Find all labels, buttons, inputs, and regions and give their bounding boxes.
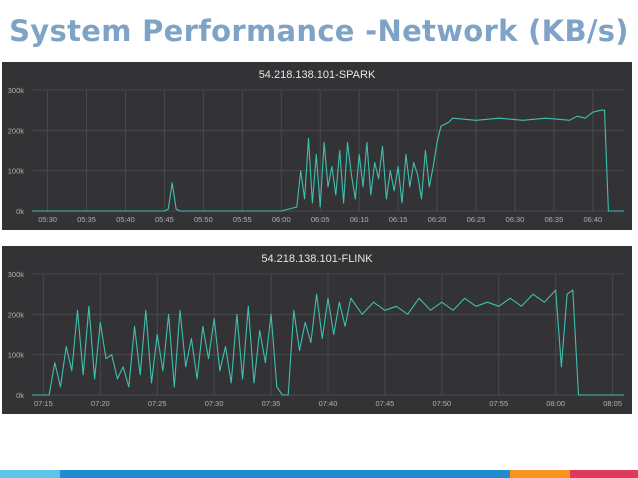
x-tick-label: 06:00 bbox=[272, 215, 291, 224]
x-tick-label: 05:30 bbox=[38, 215, 57, 224]
x-tick-label: 06:40 bbox=[583, 215, 602, 224]
x-tick-label: 06:05 bbox=[311, 215, 330, 224]
x-tick-label: 07:25 bbox=[148, 399, 167, 408]
x-tick-label: 06:35 bbox=[545, 215, 564, 224]
y-tick-label: 200k bbox=[8, 310, 25, 319]
x-tick-label: 08:05 bbox=[603, 399, 622, 408]
x-tick-label: 07:55 bbox=[489, 399, 508, 408]
footer-segment bbox=[510, 470, 570, 478]
x-tick-label: 06:20 bbox=[428, 215, 447, 224]
chart-title: 54.218.138.101-FLINK bbox=[261, 253, 373, 265]
network-throughput-line bbox=[32, 289, 624, 396]
x-tick-label: 06:25 bbox=[467, 215, 486, 224]
y-tick-label: 300k bbox=[8, 270, 25, 279]
x-tick-label: 05:50 bbox=[194, 215, 213, 224]
footer-segment bbox=[570, 470, 638, 478]
x-tick-label: 07:50 bbox=[432, 399, 451, 408]
network-throughput-line bbox=[32, 109, 624, 212]
spark-chart-panel: 54.218.138.101-SPARK 0k 100k 200k 300k 05:30 0… bbox=[2, 62, 632, 230]
x-tick-label: 05:55 bbox=[233, 215, 252, 224]
x-tick-label: 07:40 bbox=[319, 399, 338, 408]
y-tick-label: 100k bbox=[8, 351, 25, 360]
x-tick-label: 05:40 bbox=[116, 215, 135, 224]
y-tick-label: 100k bbox=[8, 167, 25, 176]
flink-network-chart: 54.218.138.101-FLINK 0k 100k 200k 300k 07:15 0… bbox=[8, 253, 624, 408]
x-tick-label: 07:20 bbox=[91, 399, 110, 408]
x-tick-label: 08:00 bbox=[546, 399, 565, 408]
x-tick-label: 05:45 bbox=[155, 215, 174, 224]
x-tick-label: 07:15 bbox=[34, 399, 53, 408]
spark-network-chart: 54.218.138.101-SPARK 0k 100k 200k 300k 05:30 0… bbox=[8, 69, 624, 224]
x-tick-label: 06:15 bbox=[389, 215, 408, 224]
flink-chart-panel: 54.218.138.101-FLINK 0k 100k 200k 300k 07:15 0… bbox=[2, 246, 632, 414]
x-tick-label: 06:10 bbox=[350, 215, 369, 224]
x-tick-label: 05:35 bbox=[77, 215, 96, 224]
x-tick-label: 07:35 bbox=[262, 399, 281, 408]
y-tick-label: 0k bbox=[16, 207, 24, 216]
footer-segment bbox=[0, 470, 60, 478]
footer-color-bar bbox=[0, 470, 638, 478]
y-tick-label: 300k bbox=[8, 86, 25, 95]
x-tick-label: 06:30 bbox=[506, 215, 525, 224]
x-tick-label: 07:45 bbox=[376, 399, 395, 408]
y-tick-label: 0k bbox=[16, 391, 24, 400]
slide-title: System Performance -Network (KB/s) bbox=[9, 14, 629, 48]
chart-title: 54.218.138.101-SPARK bbox=[259, 69, 376, 81]
footer-segment bbox=[60, 470, 510, 478]
y-tick-label: 200k bbox=[8, 126, 25, 135]
x-tick-label: 07:30 bbox=[205, 399, 224, 408]
